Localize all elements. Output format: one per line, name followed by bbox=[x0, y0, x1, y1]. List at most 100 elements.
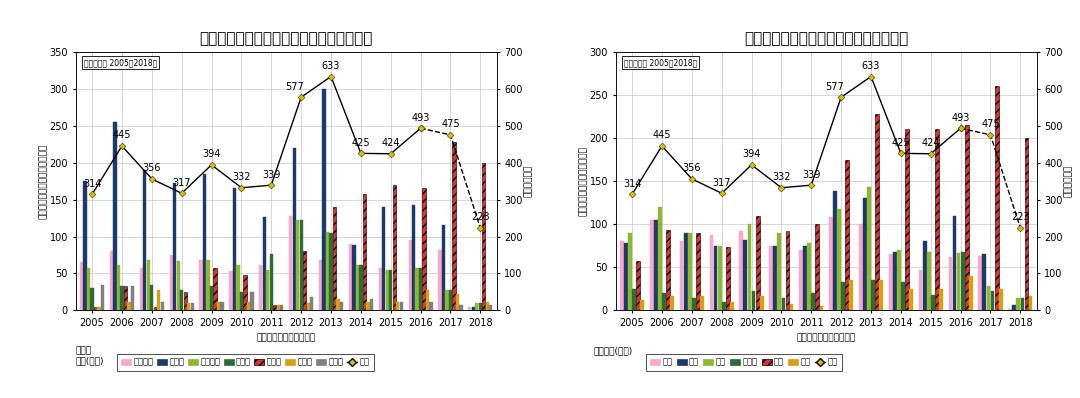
Bar bbox=[352, 246, 355, 310]
Bar bbox=[251, 292, 254, 310]
Bar bbox=[961, 252, 964, 310]
Bar bbox=[931, 295, 934, 310]
Bar bbox=[483, 163, 486, 310]
Bar bbox=[379, 268, 382, 310]
Text: 339: 339 bbox=[802, 170, 821, 179]
Bar bbox=[426, 291, 429, 310]
Bar bbox=[909, 289, 913, 310]
Bar bbox=[999, 289, 1002, 310]
Text: 445: 445 bbox=[112, 131, 131, 140]
Bar bbox=[919, 270, 922, 310]
Text: 317: 317 bbox=[173, 178, 191, 188]
Bar bbox=[978, 256, 982, 310]
Text: 優先権主張 2005～2018年: 優先権主張 2005～2018年 bbox=[84, 58, 158, 67]
Bar bbox=[671, 296, 674, 310]
Text: 424: 424 bbox=[381, 138, 400, 148]
Bar bbox=[336, 299, 339, 310]
Bar bbox=[360, 265, 363, 310]
Bar bbox=[456, 294, 459, 310]
Bar bbox=[714, 246, 717, 310]
Y-axis label: 合計出願件数: 合計出願件数 bbox=[1064, 165, 1074, 197]
Bar bbox=[935, 129, 939, 310]
Bar bbox=[147, 260, 150, 310]
Text: 394: 394 bbox=[202, 149, 220, 159]
Text: 314: 314 bbox=[83, 179, 102, 189]
Bar bbox=[901, 282, 905, 310]
Bar bbox=[782, 298, 785, 310]
Bar bbox=[995, 86, 999, 310]
Bar bbox=[366, 302, 369, 310]
Bar bbox=[850, 280, 853, 310]
Bar bbox=[206, 260, 210, 310]
Bar bbox=[808, 243, 811, 310]
Bar bbox=[303, 251, 307, 310]
Bar bbox=[640, 300, 644, 310]
Bar bbox=[696, 233, 700, 310]
Bar bbox=[653, 220, 658, 310]
Text: 493: 493 bbox=[411, 113, 430, 123]
Bar bbox=[662, 293, 666, 310]
Bar bbox=[408, 240, 411, 310]
Bar bbox=[459, 304, 462, 310]
Bar bbox=[117, 265, 120, 310]
Text: 445: 445 bbox=[652, 131, 671, 140]
Text: 424: 424 bbox=[921, 138, 940, 148]
Bar bbox=[726, 248, 730, 310]
Text: 394: 394 bbox=[742, 149, 760, 159]
Bar bbox=[679, 242, 684, 310]
Bar bbox=[349, 244, 352, 310]
Bar bbox=[422, 189, 426, 310]
Bar bbox=[815, 224, 820, 310]
Bar bbox=[1028, 296, 1032, 310]
Bar bbox=[957, 253, 960, 310]
Bar bbox=[829, 217, 833, 310]
Text: 314: 314 bbox=[623, 179, 642, 189]
Bar bbox=[237, 265, 240, 310]
Bar bbox=[489, 304, 492, 310]
Bar bbox=[83, 181, 86, 310]
Text: 356: 356 bbox=[143, 163, 161, 173]
Bar bbox=[396, 302, 400, 310]
Bar bbox=[203, 174, 206, 310]
Bar bbox=[419, 268, 422, 310]
Bar bbox=[153, 307, 157, 310]
X-axis label: 出願年（優先権主張年）: 出願年（優先権主張年） bbox=[797, 334, 855, 343]
Bar bbox=[990, 291, 995, 310]
Bar bbox=[833, 191, 837, 310]
Bar bbox=[262, 217, 266, 310]
Bar bbox=[363, 194, 366, 310]
Text: 223: 223 bbox=[471, 213, 489, 222]
Bar bbox=[170, 255, 173, 310]
Bar bbox=[879, 280, 883, 310]
Text: 優先権主張 2005～2018年: 優先権主張 2005～2018年 bbox=[624, 58, 698, 67]
Bar bbox=[176, 261, 179, 310]
Bar bbox=[478, 303, 482, 310]
Bar bbox=[658, 207, 662, 310]
Bar bbox=[210, 286, 213, 310]
Bar bbox=[469, 307, 472, 310]
Bar bbox=[333, 207, 336, 310]
Text: 493: 493 bbox=[951, 113, 970, 123]
Bar bbox=[760, 296, 764, 310]
Bar bbox=[986, 286, 990, 310]
Text: 332: 332 bbox=[772, 172, 791, 182]
Bar bbox=[389, 270, 392, 310]
Bar bbox=[110, 251, 113, 310]
Bar bbox=[113, 122, 117, 310]
Bar bbox=[743, 240, 747, 310]
Bar bbox=[684, 233, 688, 310]
Bar bbox=[158, 290, 161, 310]
Bar bbox=[144, 170, 147, 310]
Bar bbox=[752, 291, 755, 310]
Bar bbox=[393, 185, 396, 310]
Bar bbox=[200, 260, 203, 310]
Y-axis label: 出願先国（地域）別出願件数: 出願先国（地域）別出願件数 bbox=[579, 146, 588, 216]
Bar bbox=[80, 262, 83, 310]
Bar bbox=[240, 292, 243, 310]
Bar bbox=[666, 230, 670, 310]
Bar bbox=[740, 231, 743, 310]
Bar bbox=[785, 231, 789, 310]
Bar bbox=[811, 293, 815, 310]
Bar bbox=[905, 129, 909, 310]
Bar bbox=[120, 286, 123, 310]
